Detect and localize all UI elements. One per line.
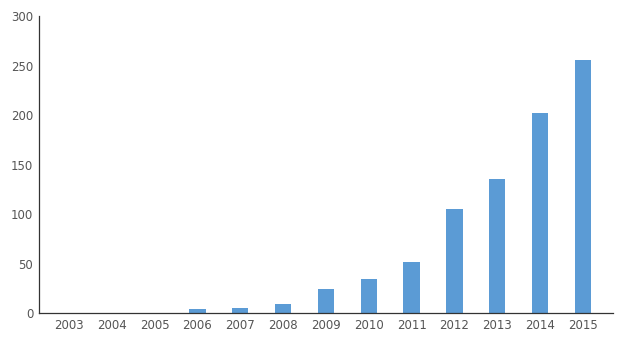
Bar (275, 305, 291, 314)
Bar (446, 209, 462, 314)
Bar (532, 113, 548, 314)
Bar (361, 279, 377, 314)
Bar (489, 179, 505, 314)
Bar (404, 262, 420, 314)
Bar (318, 288, 334, 314)
Bar (232, 308, 248, 314)
Bar (575, 60, 591, 314)
Bar (189, 309, 205, 314)
